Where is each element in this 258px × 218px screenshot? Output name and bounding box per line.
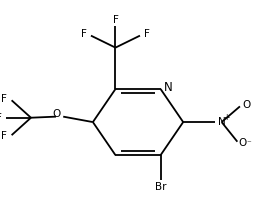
Text: O: O (238, 138, 247, 148)
Text: F: F (112, 15, 118, 25)
Text: F: F (144, 29, 150, 39)
Text: O: O (242, 100, 250, 110)
Text: N: N (164, 82, 173, 94)
Text: +: + (224, 113, 230, 122)
Text: Br: Br (155, 182, 166, 192)
Text: F: F (2, 94, 7, 104)
Text: F: F (81, 29, 87, 39)
Text: F: F (0, 113, 2, 123)
Text: O: O (52, 109, 61, 119)
Text: F: F (2, 131, 7, 141)
Text: ⁻: ⁻ (247, 139, 252, 148)
Text: N: N (218, 117, 225, 127)
